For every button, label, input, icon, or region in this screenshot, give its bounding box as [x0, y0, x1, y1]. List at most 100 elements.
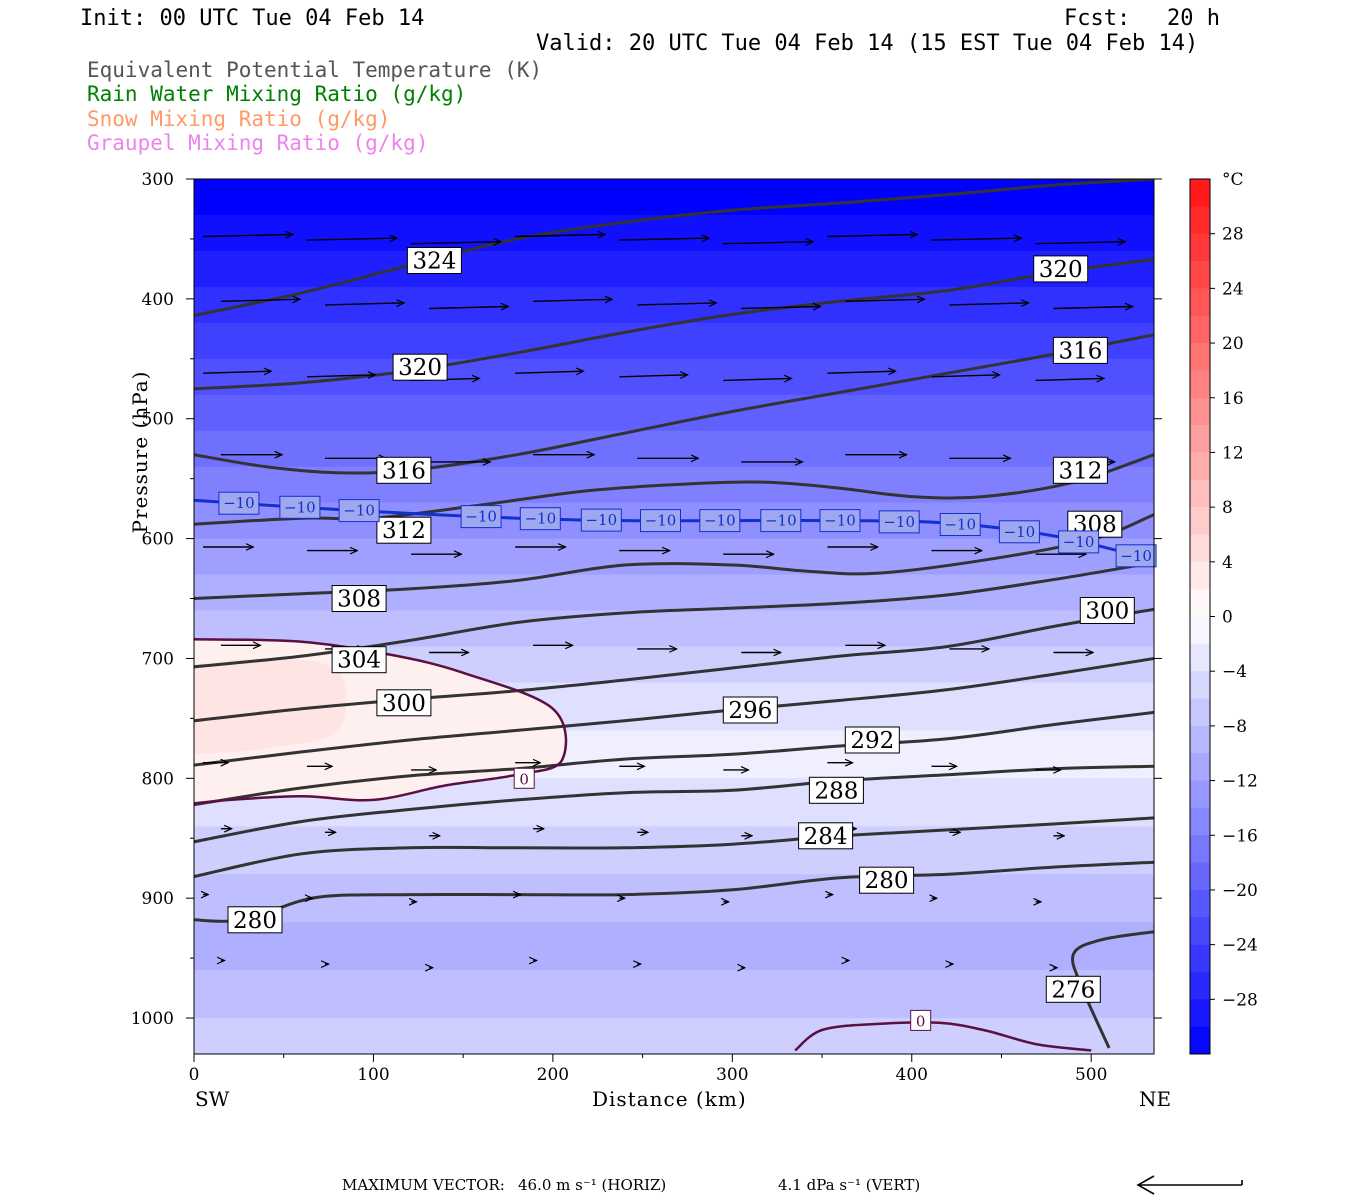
contour-label-box — [392, 353, 448, 381]
colorbar-segment — [1190, 671, 1210, 699]
contour-label-box — [859, 866, 915, 894]
contour-label: 312 — [1058, 458, 1102, 484]
wind-vector — [741, 307, 820, 309]
colorbar-tick-label: 8 — [1222, 498, 1233, 518]
contour-label: 276 — [1051, 977, 1095, 1003]
theta-e-contour-292 — [194, 710, 1154, 807]
theta-e-contour-300 — [194, 607, 1154, 723]
wind-vector — [515, 235, 605, 237]
wind-vector — [723, 242, 813, 244]
zero-isotherm-surface — [794, 1021, 1092, 1052]
wind-vector — [533, 299, 612, 301]
isotherm-label: −10 — [704, 512, 736, 530]
colorbar-segment — [1190, 835, 1210, 864]
y-tick-label: 700 — [142, 649, 174, 669]
isotherm-label: −10 — [765, 512, 797, 530]
contour-label-box — [1052, 456, 1108, 484]
colorbar-segment — [1190, 397, 1210, 426]
wind-vector — [1035, 378, 1104, 380]
wind-vector — [429, 307, 508, 309]
wind-vector — [619, 375, 687, 377]
contour-label: 324 — [412, 249, 456, 275]
contour-label: 280 — [233, 908, 277, 934]
x-tick-label: 500 — [1075, 1065, 1107, 1085]
isotherm-label-box — [939, 513, 981, 536]
colorbar-tick-label: −4 — [1222, 662, 1247, 682]
colorbar-tick-label: 4 — [1222, 553, 1233, 573]
theta-e-contour-296 — [194, 657, 1154, 767]
max-vector-horiz: 46.0 m s⁻¹ (HORIZ) — [518, 1176, 667, 1194]
temperature-band — [194, 874, 1154, 924]
contour-label: 304 — [337, 648, 381, 674]
wind-vector — [202, 371, 271, 373]
contour-label-box — [910, 1009, 932, 1031]
x-tick-label: 200 — [537, 1065, 569, 1085]
colorbar-segment — [1190, 944, 1210, 973]
wind-vector — [637, 303, 716, 305]
colorbar-segment — [1190, 561, 1210, 590]
wind-vector — [723, 378, 791, 380]
temperature-band — [194, 322, 1154, 360]
wind-vector — [619, 238, 709, 240]
legend-graupel: Graupel Mixing Ratio (g/kg) — [87, 131, 429, 155]
theta-e-contour-316 — [194, 333, 1154, 475]
colorbar-tick-label: −8 — [1222, 717, 1247, 737]
isotherm-label: −10 — [223, 494, 255, 512]
contour-label-box — [1079, 597, 1135, 624]
colorbar-segment — [1190, 315, 1210, 344]
x-end-label-ne: NE — [1139, 1087, 1172, 1111]
wind-vector — [306, 238, 397, 240]
temperature-band — [194, 394, 1154, 432]
isotherm-label: −10 — [465, 508, 497, 526]
colorbar-tick-label: 28 — [1222, 225, 1244, 245]
colorbar-segment — [1190, 452, 1210, 481]
x-axis-label: Distance (km) — [592, 1087, 747, 1111]
colorbar-segment — [1190, 725, 1210, 754]
colorbar-segment — [1190, 917, 1210, 946]
legend-rain-water: Rain Water Mixing Ratio (g/kg) — [87, 82, 467, 106]
isotherm-label-box — [998, 520, 1040, 544]
forecast-hour: 20 h — [1167, 6, 1220, 31]
isotherm-label-box — [338, 499, 380, 523]
contour-label: 316 — [382, 458, 426, 484]
colorbar-tick-label: 20 — [1222, 334, 1244, 354]
isotherm-label-box — [699, 509, 741, 533]
x-tick-label: 300 — [716, 1065, 748, 1085]
wind-vector — [306, 375, 375, 377]
max-vector-vert: 4.1 dPa s⁻¹ (VERT) — [778, 1176, 921, 1194]
contour-label-box — [1033, 255, 1089, 283]
contour-label: 312 — [382, 518, 426, 544]
contour-label: 280 — [865, 868, 909, 894]
colorbar-tick-label: −20 — [1222, 881, 1258, 901]
colorbar-tick-label: 16 — [1222, 389, 1244, 409]
plot-frame — [193, 178, 1155, 1055]
isotherm-label-box — [519, 507, 561, 531]
colorbar-segment — [1190, 999, 1210, 1028]
colorbar-tick-label: 12 — [1222, 443, 1244, 463]
colorbar-tick-label: −16 — [1222, 826, 1258, 846]
isotherm-label-box — [580, 508, 622, 532]
contour-label: 308 — [337, 587, 381, 613]
colorbar-segment — [1190, 698, 1210, 727]
y-tick-label: 800 — [142, 769, 174, 789]
colorbar-segment — [1190, 179, 1210, 207]
isotherm-label: −10 — [1004, 523, 1036, 541]
theta-e-contour-320 — [194, 257, 1154, 391]
isotherm-label: −10 — [645, 512, 677, 530]
y-tick-label: 300 — [142, 170, 174, 190]
y-tick-label: 500 — [142, 410, 174, 430]
wind-vector — [845, 299, 924, 301]
contour-label: 292 — [850, 728, 894, 754]
warm-core-region — [194, 658, 347, 755]
isotherm-label-box — [460, 505, 502, 529]
colorbar-tick-label: −12 — [1222, 772, 1258, 792]
wind-vector — [949, 303, 1028, 305]
temperature-band — [194, 922, 1154, 972]
isotherm-label: −10 — [1120, 547, 1152, 565]
contour-label-box — [406, 247, 462, 274]
colorbar-segment — [1190, 1026, 1210, 1055]
wind-vector — [515, 371, 583, 373]
colorbar-segment — [1190, 753, 1210, 781]
y-tick-label: 600 — [142, 530, 174, 550]
wind-vector — [202, 235, 293, 237]
